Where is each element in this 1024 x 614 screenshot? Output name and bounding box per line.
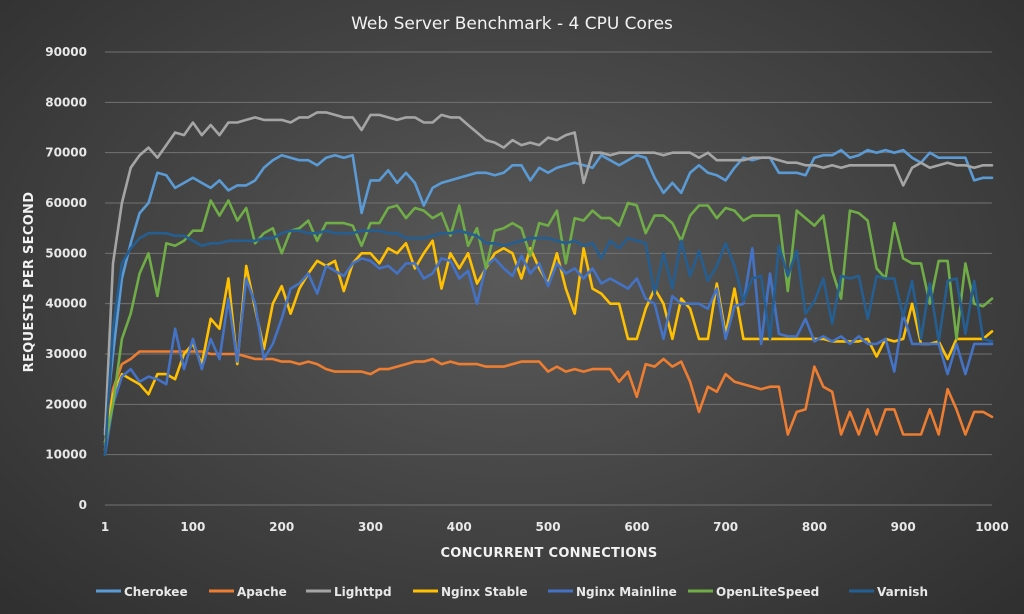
legend-label: Varnish xyxy=(877,585,928,599)
series-line-lighttpd xyxy=(103,111,994,436)
legend: Cherokee Apache Lighttpd Nginx Stable Nginx … xyxy=(96,585,928,599)
x-tick-label: 200 xyxy=(269,520,294,534)
y-tick-label: 60000 xyxy=(45,196,87,210)
series-line-cherokee xyxy=(103,148,994,431)
x-tick-label: 500 xyxy=(536,520,561,534)
x-tick-label: 700 xyxy=(713,520,738,534)
legend-item-varnish: Varnish xyxy=(849,585,928,599)
legend-label: Lighttpd xyxy=(334,585,392,599)
y-tick-label: 90000 xyxy=(45,45,87,59)
y-tick-label: 70000 xyxy=(45,146,87,160)
x-tick-label: 900 xyxy=(891,520,916,534)
series-line-apache xyxy=(103,350,994,451)
chart-title: Web Server Benchmark - 4 CPU Cores xyxy=(351,14,673,34)
gridlines xyxy=(105,51,992,506)
legend-label: Nginx Stable xyxy=(441,585,528,599)
y-tick-label: 0 xyxy=(79,498,87,512)
legend-label: Apache xyxy=(237,585,287,599)
x-tick-label: 1000 xyxy=(975,520,1008,534)
y-tick-label: 50000 xyxy=(45,246,87,260)
x-tick-label: 600 xyxy=(624,520,649,534)
x-axis-title: CONCURRENT CONNECTIONS xyxy=(440,546,657,561)
series-line-nginx-mainline xyxy=(103,247,994,457)
series-line-nginx-stable xyxy=(103,239,994,444)
x-tick-label: 100 xyxy=(180,520,205,534)
x-tick-label: 1 xyxy=(101,520,109,534)
y-axis-title: REQUESTS PER SECOND xyxy=(22,192,37,373)
legend-item-nginx-stable: Nginx Stable xyxy=(413,585,528,599)
series-lines xyxy=(103,111,994,457)
legend-label: Nginx Mainline xyxy=(576,585,677,599)
x-tick-label: 400 xyxy=(447,520,472,534)
x-tick-label: 300 xyxy=(358,520,383,534)
legend-item-cherokee: Cherokee xyxy=(96,585,188,599)
y-tick-label: 30000 xyxy=(45,347,87,361)
y-tick-label: 10000 xyxy=(45,448,87,462)
legend-label: OpenLiteSpeed xyxy=(716,585,819,599)
y-tick-label: 80000 xyxy=(45,95,87,109)
y-axis-ticks: 0 10000 20000 30000 40000 50000 60000 70000 8000… xyxy=(45,45,87,512)
legend-item-nginx-mainline: Nginx Mainline xyxy=(548,585,677,599)
legend-item-lighttpd: Lighttpd xyxy=(306,585,392,599)
legend-item-apache: Apache xyxy=(209,585,287,599)
legend-item-openlitespeed: OpenLiteSpeed xyxy=(688,585,819,599)
x-axis-ticks: 1 100 200 300 400 500 600 700 800 900 1000 xyxy=(101,520,1009,534)
x-tick-label: 800 xyxy=(802,520,827,534)
legend-label: Cherokee xyxy=(124,585,188,599)
y-tick-label: 40000 xyxy=(45,297,87,311)
series-line-openlitespeed xyxy=(103,199,994,446)
series-line-varnish xyxy=(103,229,994,457)
y-tick-label: 20000 xyxy=(45,397,87,411)
